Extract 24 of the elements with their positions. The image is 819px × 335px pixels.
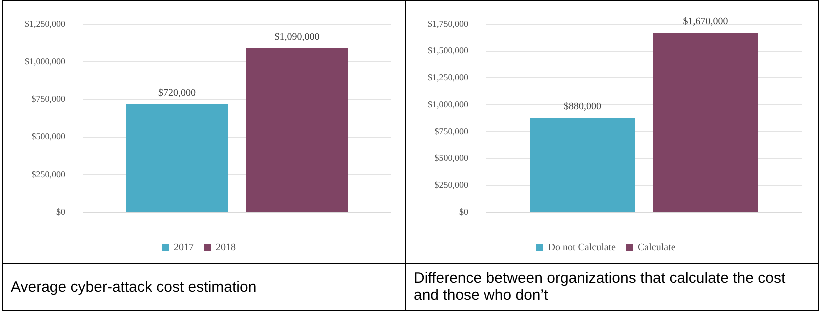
y-tick-label: $250,000 [32,169,66,180]
y-tick-label: $500,000 [434,153,469,164]
y-tick-label: $1,500,000 [428,46,469,56]
y-tick-label: $1,000,000 [25,56,66,66]
data-label: $1,670,000 [683,16,728,28]
y-tick-label: $1,000,000 [428,99,469,110]
y-tick-label: $1,750,000 [428,18,469,29]
legend-label: Do not Calculate [548,242,617,254]
data-label: $880,000 [564,102,602,113]
legend-label: Calculate [638,242,676,254]
y-tick-label: $750,000 [434,126,469,136]
y-tick-label: $500,000 [32,132,66,142]
y-tick-label: $0 [56,206,66,217]
text: Average cyber-attack cost estimation [2,264,406,310]
legend-label: 2017 [174,242,194,254]
legend-label: 2018 [216,242,236,254]
y-tick-label: $750,000 [32,94,66,104]
y-tick-label: $1,250,000 [25,18,66,29]
y-tick-label: $250,000 [434,180,469,190]
data-label: $1,090,000 [274,32,320,44]
data-label: $720,000 [158,88,196,99]
y-tick-label: $0 [460,206,469,217]
y-tick-label: $1,250,000 [428,72,469,83]
text: Difference between organizations that calculate the cost and those who don’t [406,264,818,310]
